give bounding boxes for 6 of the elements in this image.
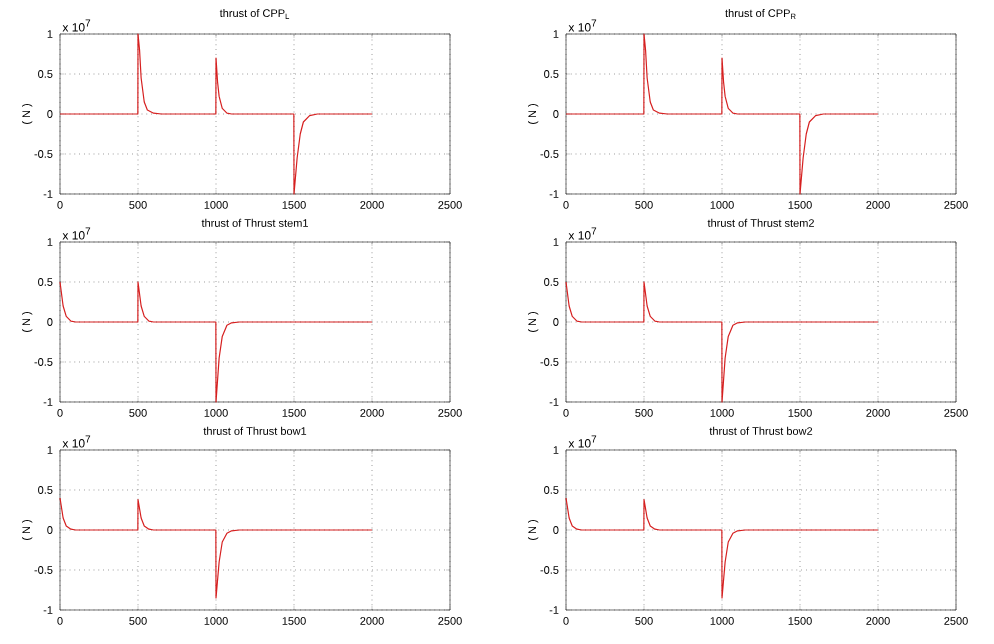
line-series: [59, 33, 373, 195]
line-series: [565, 497, 879, 599]
line-series: [59, 281, 373, 403]
line-series: [565, 281, 879, 403]
line-series: [59, 497, 373, 599]
line-series: [565, 33, 879, 195]
